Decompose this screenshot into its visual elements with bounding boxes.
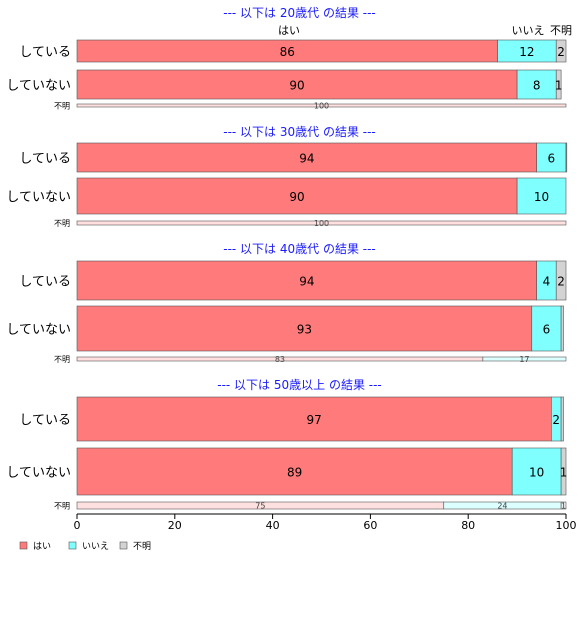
bar-segment-不明 [560, 305, 564, 352]
x-tick-label: 20 [168, 519, 182, 532]
bar-segment-いいえ [511, 447, 562, 496]
data-label: 24 [497, 502, 507, 511]
data-label: 1 [560, 466, 568, 480]
panel-title: --- 以下は 40歳代 の結果 --- [223, 242, 376, 256]
bar-segment-はい [76, 260, 537, 301]
x-tick-label: 80 [461, 519, 475, 532]
bar-segment-不明 [555, 260, 567, 301]
data-label: 2 [557, 275, 565, 289]
category-label: していない [6, 466, 71, 481]
category-label: 不明 [54, 102, 70, 111]
category-label: 不明 [54, 219, 70, 228]
data-label: 75 [255, 502, 265, 511]
legend-label: いいえ [82, 541, 109, 552]
bar-segment-はい [76, 447, 513, 496]
header-label-0: はい [278, 24, 300, 37]
x-tick-label: 100 [556, 519, 577, 532]
bar-segment-はい [76, 142, 537, 173]
bar-segment-いいえ [516, 69, 557, 100]
bar-segment-不明 [560, 396, 564, 442]
legend-label: 不明 [133, 541, 151, 552]
bar-segment-はい [76, 396, 552, 442]
category-label: している [19, 152, 71, 167]
data-label: 12 [519, 45, 534, 59]
legend-label: はい [33, 541, 51, 552]
bar-segment-いいえ [516, 177, 567, 215]
bar-segment-いいえ [482, 356, 567, 362]
data-label: 97 [307, 413, 322, 427]
bar-segment-不明 [560, 447, 567, 496]
panel-title: --- 以下は 30歳代 の結果 --- [223, 125, 376, 139]
category-label: していない [6, 323, 71, 338]
data-label: 2 [557, 45, 565, 59]
data-label: 4 [543, 275, 551, 289]
data-label: 83 [275, 355, 285, 364]
category-label: していない [6, 79, 71, 94]
x-tick-label: 0 [74, 519, 81, 532]
data-label: 90 [289, 190, 304, 204]
data-label: 90 [289, 79, 304, 93]
data-label: 10 [529, 466, 544, 480]
bar-segment-はい [76, 103, 567, 108]
data-label: 10 [534, 190, 549, 204]
bar-segment-はい [76, 177, 518, 215]
legend-swatch-いいえ [68, 541, 77, 550]
data-label: 100 [314, 219, 329, 228]
category-label: している [19, 413, 71, 428]
data-label: 100 [314, 102, 329, 111]
bar-segment-いいえ [536, 142, 567, 173]
legend-swatch-はい [19, 541, 28, 550]
bar-segment-はい [76, 220, 567, 226]
data-label: 89 [287, 466, 302, 480]
bar-segment-不明 [555, 69, 562, 100]
x-tick-label: 40 [266, 519, 280, 532]
bar-segment-不明 [565, 142, 568, 173]
panel-title: --- 以下は 50歳以上 の結果 --- [217, 378, 382, 392]
data-label: 17 [519, 355, 529, 364]
bar-segment-はい [76, 305, 533, 352]
data-label: 6 [543, 323, 551, 337]
category-label: 不明 [54, 355, 70, 364]
data-label: 6 [548, 152, 556, 166]
header-label-1: いいえ [512, 24, 545, 37]
data-label: 94 [299, 275, 314, 289]
category-label: している [19, 45, 71, 60]
x-tick-label: 60 [363, 519, 377, 532]
data-label: 1 [561, 502, 566, 511]
data-label: 86 [280, 45, 295, 59]
category-label: 不明 [54, 502, 70, 511]
data-label: 8 [533, 79, 541, 93]
data-label: 2 [552, 413, 560, 427]
panel-title: --- 以下は 20歳代 の結果 --- [223, 6, 376, 20]
bar-segment-不明 [560, 501, 567, 510]
header-label-2: 不明 [550, 24, 572, 37]
category-label: している [19, 275, 71, 290]
data-label: 94 [299, 152, 314, 166]
data-label: 93 [297, 323, 312, 337]
data-label: 1 [555, 79, 563, 93]
category-label: していない [6, 190, 71, 205]
bar-segment-いいえ [531, 305, 562, 352]
legend-swatch-不明 [119, 541, 128, 550]
bar-segment-不明 [555, 39, 567, 63]
